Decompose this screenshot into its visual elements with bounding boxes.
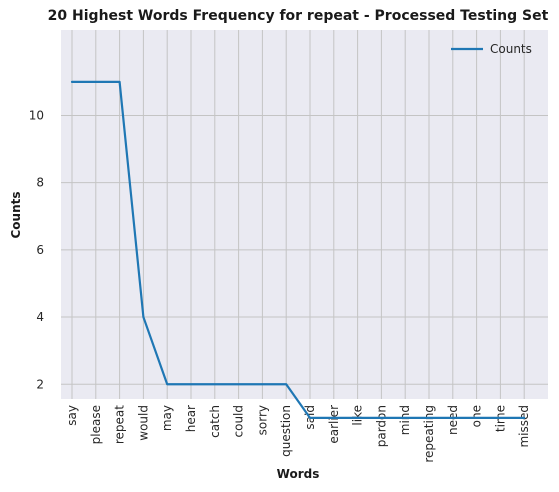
x-tick-label: hear	[184, 405, 198, 432]
grid-lines	[61, 30, 548, 399]
x-tick-label: may	[160, 405, 174, 431]
x-tick-label: catch	[208, 405, 222, 438]
y-tick-label: 6	[36, 243, 44, 257]
x-axis-label: Words	[277, 467, 320, 481]
series-line	[70, 80, 526, 419]
x-tick-label: pardon	[374, 405, 388, 447]
y-axis-ticks: 2 4 6 8 10	[29, 108, 44, 391]
x-tick-label: say	[65, 405, 79, 426]
x-tick-label: mind	[398, 405, 412, 435]
y-tick-label: 8	[36, 176, 44, 190]
y-tick-label: 2	[36, 377, 44, 391]
y-tick-label: 4	[36, 310, 44, 324]
legend-label: Counts	[490, 42, 532, 56]
x-axis-ticks: say please repeat would may hear catch could sor…	[65, 405, 531, 463]
x-tick-label: would	[136, 405, 150, 441]
x-tick-label: question	[279, 405, 293, 457]
plot-area	[61, 30, 548, 399]
y-axis-label: Counts	[9, 191, 23, 238]
series-layer	[70, 80, 526, 419]
x-tick-label: like	[351, 405, 365, 426]
x-tick-label: could	[232, 405, 246, 438]
legend: Counts	[451, 42, 532, 56]
x-tick-label: repeat	[113, 405, 127, 444]
x-tick-label: repeating	[422, 405, 436, 463]
x-tick-label: earlier	[327, 405, 341, 444]
x-tick-label: need	[446, 405, 460, 435]
chart-title: 20 Highest Words Frequency for repeat - …	[48, 8, 549, 24]
x-tick-label: missed	[517, 405, 531, 448]
y-tick-label: 10	[29, 108, 44, 122]
x-tick-label: one	[470, 405, 484, 427]
x-tick-label: sorry	[255, 405, 269, 435]
x-tick-label: please	[89, 405, 103, 444]
